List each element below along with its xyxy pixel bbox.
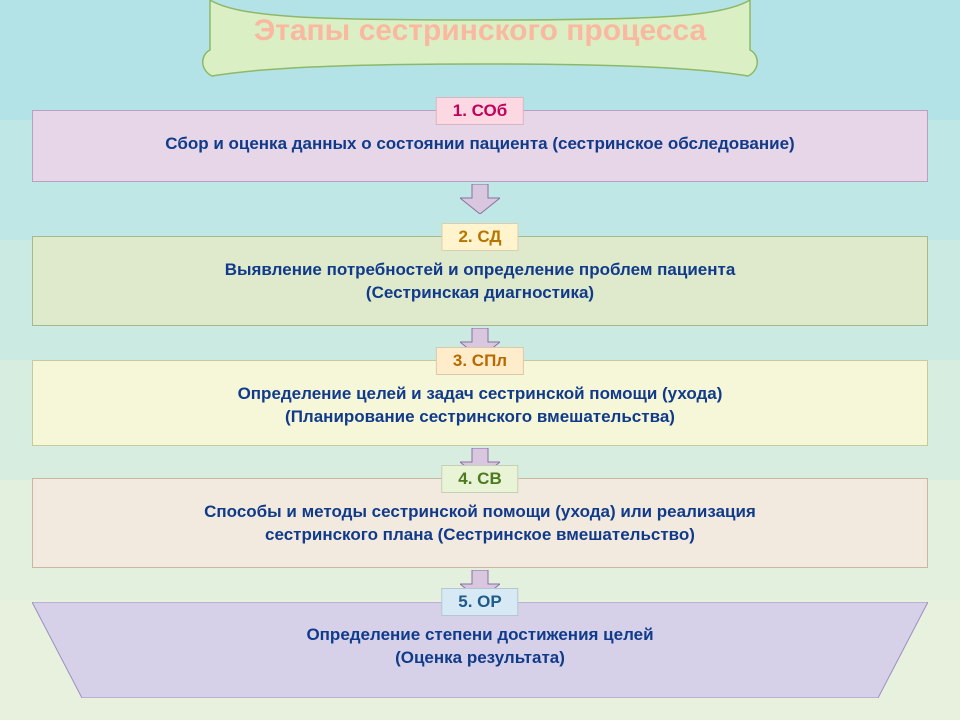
stage-4-box: 4. СВ Способы и методы сестринской помощ… <box>32 478 928 568</box>
stage-3-line: Определение целей и задач сестринской по… <box>47 383 913 406</box>
stage-4-body: Способы и методы сестринской помощи (ухо… <box>47 501 913 547</box>
stage-1-box: 1. СОб Сбор и оценка данных о состоянии … <box>32 110 928 182</box>
stage-1-body: Сбор и оценка данных о состоянии пациент… <box>47 133 913 156</box>
stage-1-label: 1. СОб <box>436 97 524 125</box>
page-title: Этапы сестринского процесса <box>200 14 760 48</box>
stage-3-label: 3. СПл <box>436 347 524 375</box>
stage-5-line: (Оценка результата) <box>32 647 928 670</box>
stage-3-line: (Планирование сестринского вмешательства… <box>47 406 913 429</box>
stage-2-line: (Сестринская диагностика) <box>47 282 913 305</box>
stage-2-body: Выявление потребностей и определение про… <box>47 259 913 305</box>
stage-4-line: Способы и методы сестринской помощи (ухо… <box>47 501 913 524</box>
stage-2-label: 2. СД <box>441 223 518 251</box>
stage-3-body: Определение целей и задач сестринской по… <box>47 383 913 429</box>
stage-5-box: 5. ОР Определение степени достижения цел… <box>32 602 928 698</box>
stage-4-label: 4. СВ <box>441 465 518 493</box>
stage-2-box: 2. СД Выявление потребностей и определен… <box>32 236 928 326</box>
stage-5-line: Определение степени достижения целей <box>32 624 928 647</box>
header-banner: Этапы сестринского процесса <box>200 0 760 86</box>
stage-1-line: Сбор и оценка данных о состоянии пациент… <box>47 133 913 156</box>
stage-3-box: 3. СПл Определение целей и задач сестрин… <box>32 360 928 446</box>
stage-4-line: сестринского плана (Сестринское вмешател… <box>47 524 913 547</box>
stage-2-line: Выявление потребностей и определение про… <box>47 259 913 282</box>
stage-5-body: Определение степени достижения целей (Оц… <box>32 602 928 670</box>
arrow-1 <box>460 184 500 214</box>
